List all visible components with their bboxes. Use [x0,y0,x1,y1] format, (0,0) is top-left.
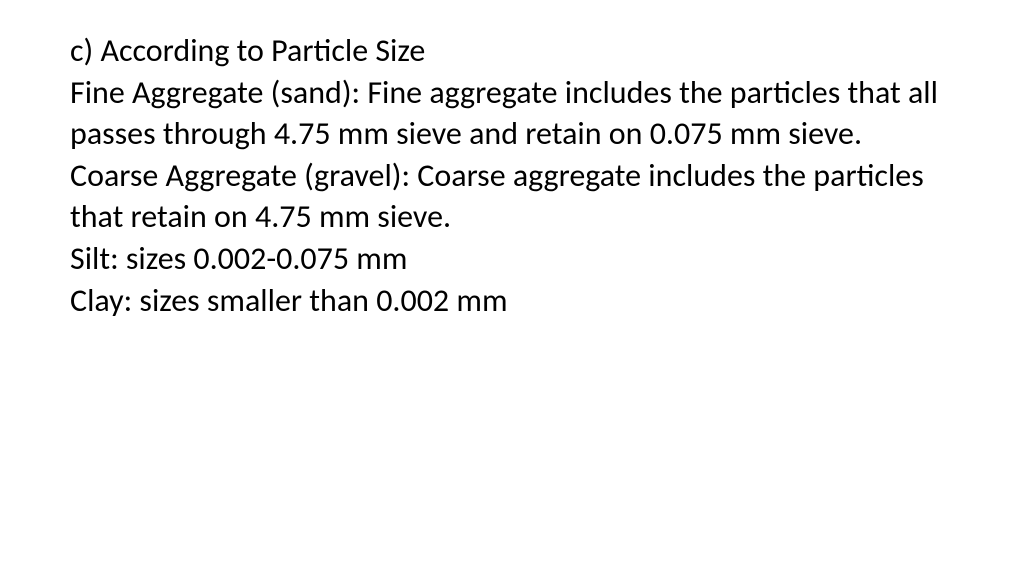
heading-line: c) According to Particle Size [70,30,954,72]
fine-aggregate-text: Fine Aggregate (sand): Fine aggregate in… [70,72,954,155]
coarse-aggregate-text: Coarse Aggregate (gravel): Coarse aggreg… [70,155,954,238]
document-content: c) According to Particle Size Fine Aggre… [70,30,954,321]
clay-text: Clay: sizes smaller than 0.002 mm [70,280,954,322]
silt-text: Silt: sizes 0.002-0.075 mm [70,238,954,280]
